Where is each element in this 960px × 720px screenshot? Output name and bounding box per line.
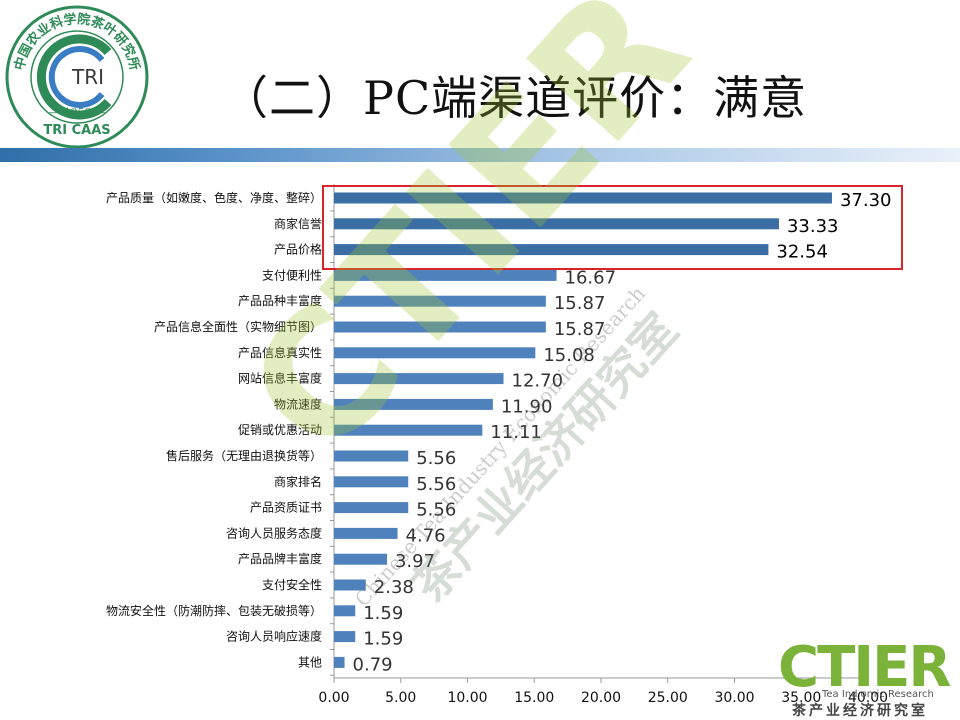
value-label: 1.59 — [363, 629, 403, 650]
value-label: 37.30 — [840, 190, 892, 211]
bar — [334, 398, 493, 410]
x-tick-label: 10.00 — [447, 690, 487, 706]
bar — [334, 656, 345, 668]
x-tick-label: 0.00 — [318, 690, 349, 706]
value-label: 16.67 — [565, 267, 617, 288]
logo-center-text: TRI — [71, 65, 104, 89]
title-divider-band — [0, 148, 960, 162]
value-label: 5.56 — [416, 500, 456, 521]
category-label: 网站信息丰富度 — [238, 371, 322, 386]
value-label: 2.38 — [374, 577, 414, 598]
x-tick-label: 30.00 — [714, 690, 754, 706]
category-label: 售后服务（无理由退换货等） — [166, 448, 322, 463]
bar — [334, 527, 398, 539]
category-label: 产品资质证书 — [250, 501, 322, 515]
category-label: 产品信息真实性 — [238, 345, 322, 360]
institute-logo: 中国农业科学院茶叶研究所 TRI — 1958 — TRI CAAS — [5, 5, 149, 149]
category-label: 支付便利性 — [262, 268, 322, 282]
bar — [334, 295, 546, 307]
logo-year: — 1958 — — [49, 106, 106, 119]
satisfaction-bar-chart: 产品质量（如嫩度、色度、净度、整碎）商家信誉产品价格支付便利性产品品种丰富度产品… — [106, 184, 892, 706]
value-label: 33.33 — [787, 216, 839, 237]
category-label: 促销或优惠活动 — [238, 423, 322, 437]
category-labels: 产品质量（如嫩度、色度、净度、整碎）商家信誉产品价格支付便利性产品品种丰富度产品… — [106, 190, 322, 669]
x-tick-labels: 0.00 5.00 10.00 15.00 20.00 25.00 30.00 35.00 40… — [318, 690, 888, 706]
bar — [334, 218, 779, 230]
category-label: 商家信誉 — [274, 216, 322, 231]
category-label: 产品品种丰富度 — [238, 293, 322, 308]
value-label: 15.87 — [554, 293, 606, 314]
x-tick-label: 20.00 — [581, 690, 621, 706]
page-title: （二）PC端渠道评价：满意 — [222, 71, 808, 125]
category-label: 咨询人员响应速度 — [226, 629, 322, 644]
category-label: 产品信息全面性（实物细节图） — [154, 319, 322, 334]
category-label: 物流速度 — [274, 396, 322, 411]
value-label: 0.79 — [353, 654, 393, 675]
x-tick-label: 35.00 — [781, 690, 821, 706]
category-label: 产品质量（如嫩度、色度、净度、整碎） — [106, 190, 322, 205]
bar — [334, 605, 356, 617]
value-label: 15.08 — [543, 345, 595, 366]
bar — [334, 553, 387, 565]
bar — [334, 192, 832, 204]
x-tick-label: 25.00 — [648, 690, 688, 706]
logo-bottom-text: TRI CAAS — [43, 123, 110, 138]
value-label: 5.56 — [416, 448, 456, 469]
bar — [334, 579, 366, 591]
x-tick-label: 5.00 — [385, 690, 416, 706]
value-label: 5.56 — [416, 474, 456, 495]
chart-bars — [334, 192, 832, 668]
bar — [334, 244, 769, 256]
category-label: 支付安全性 — [262, 577, 322, 592]
category-label: 物流安全性（防潮防摔、包装无破损等） — [106, 603, 322, 618]
value-label: 1.59 — [363, 603, 403, 624]
bar — [334, 321, 546, 333]
bar — [334, 631, 356, 643]
value-label: 3.97 — [395, 551, 435, 572]
value-label: 32.54 — [776, 242, 828, 263]
x-tick-label: 15.00 — [514, 690, 554, 706]
bar — [334, 424, 483, 436]
bar — [334, 502, 409, 514]
bar — [334, 269, 557, 281]
bar — [334, 373, 504, 385]
value-label: 11.90 — [501, 396, 553, 417]
bar — [334, 450, 409, 462]
bar — [334, 476, 409, 488]
category-label: 产品价格 — [274, 242, 322, 257]
value-label: 12.70 — [512, 371, 564, 392]
x-tick-label: 40.00 — [848, 690, 888, 706]
category-label: 其他 — [298, 655, 322, 669]
category-label: 商家排名 — [274, 474, 322, 489]
category-label: 产品品牌丰富度 — [238, 551, 322, 566]
value-label: 15.87 — [554, 319, 606, 340]
bar — [334, 347, 536, 359]
category-label: 咨询人员服务态度 — [226, 525, 322, 540]
value-label: 11.11 — [490, 422, 542, 443]
value-label: 4.76 — [406, 525, 446, 546]
